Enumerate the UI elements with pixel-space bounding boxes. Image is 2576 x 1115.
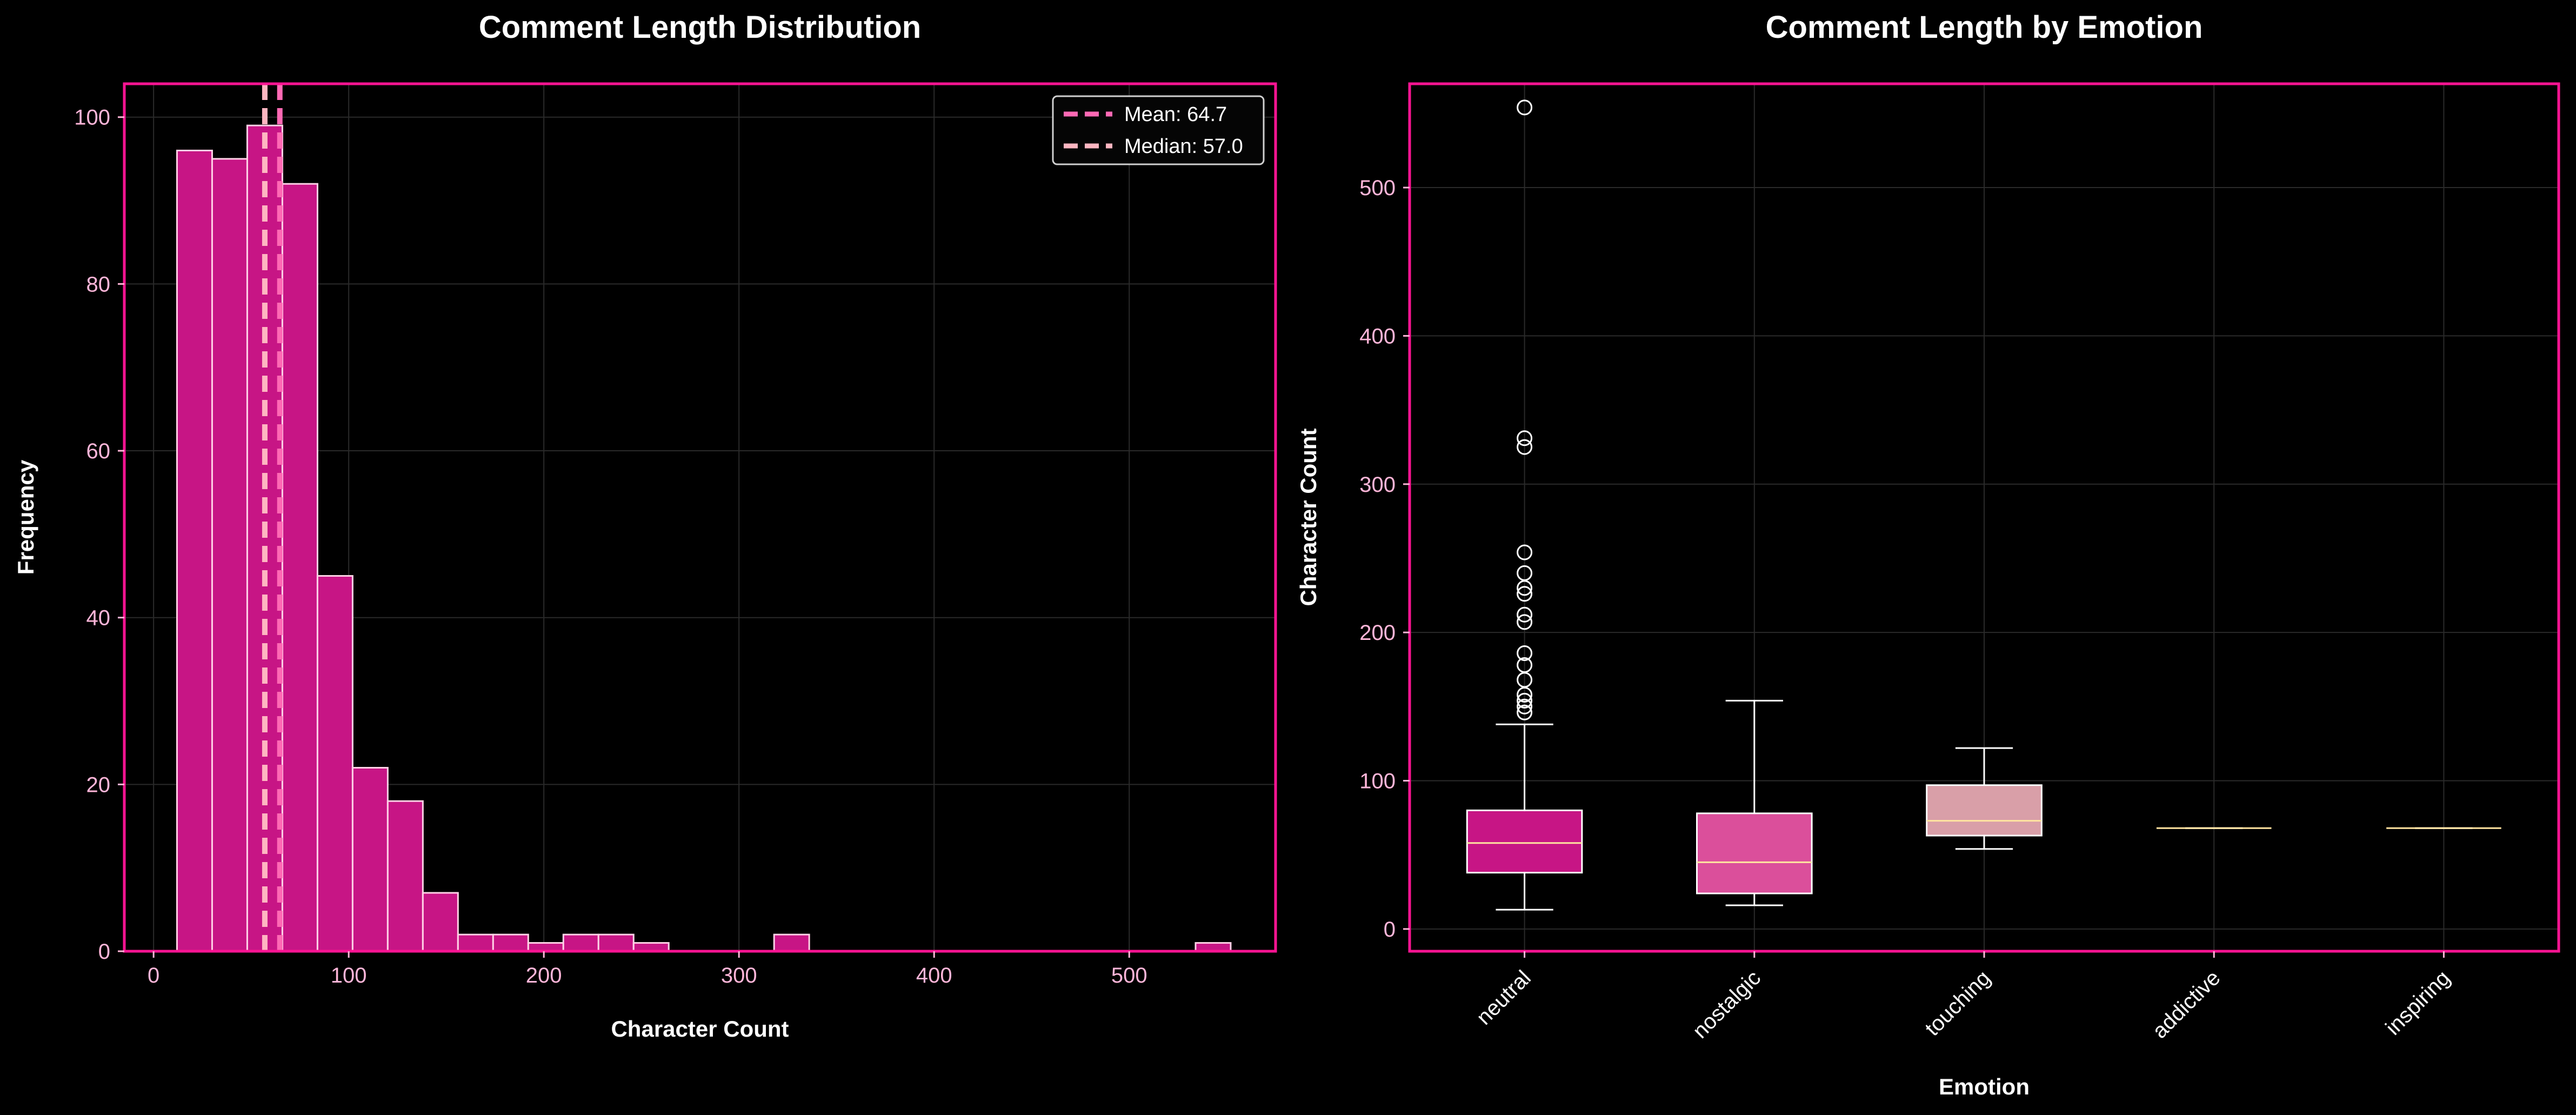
histogram-bar <box>457 933 494 952</box>
boxplot-y-tick-label: 200 <box>1359 621 1396 645</box>
histogram-bar <box>386 800 424 952</box>
histogram-y-tick-label: 40 <box>86 606 111 630</box>
boxplot-outlier-point <box>1517 692 1533 709</box>
histogram-plot-frame <box>123 82 1277 953</box>
boxplot-outlier-point <box>1517 614 1533 630</box>
boxplot-outlier-point <box>1517 565 1533 581</box>
boxplot-outlier-point <box>1517 698 1533 715</box>
boxplot-y-tick-label: 300 <box>1359 473 1396 497</box>
histogram-bar <box>351 766 389 952</box>
histogram-y-tick-label: 80 <box>86 272 111 296</box>
boxplot-box <box>1926 784 2043 837</box>
histogram-panel: Comment Length Distribution 0 100 200 300 40… <box>13 10 1277 1041</box>
histogram-bar <box>316 575 353 952</box>
boxplot-outlier-point <box>1517 439 1533 455</box>
histogram-bar <box>281 183 318 952</box>
histogram-y-tick-label: 100 <box>74 106 110 130</box>
histogram-x-tick-label: 500 <box>1111 964 1147 987</box>
histogram-y-tick-label: 20 <box>86 773 111 797</box>
boxplot-boxes <box>1466 99 2501 911</box>
histogram-x-ticks: 0 100 200 300 400 500 <box>148 951 1147 987</box>
boxplot-outlier-point <box>1517 544 1533 560</box>
boxplot-outlier-point <box>1517 99 1533 116</box>
histogram-bar <box>492 933 529 952</box>
histogram-x-tick-label: 400 <box>916 964 952 987</box>
boxplot-x-axis-label: Emotion <box>1939 1074 2030 1099</box>
histogram-bar <box>176 149 213 952</box>
histogram-title: Comment Length Distribution <box>479 10 921 45</box>
boxplot-y-tick-label: 0 <box>1384 918 1396 942</box>
histogram-bar <box>422 892 459 952</box>
histogram-x-tick-label: 300 <box>721 964 757 987</box>
histogram-y-tick-label: 60 <box>86 439 111 463</box>
histogram-bar <box>562 933 599 952</box>
boxplot-outlier-point <box>1517 606 1533 623</box>
legend-mean-label: Mean: 64.7 <box>1124 103 1227 126</box>
legend-box <box>1052 95 1265 165</box>
boxplot-outlier-point <box>1517 430 1533 446</box>
histogram-legend: Mean: 64.7 Median: 57.0 <box>1052 95 1265 165</box>
legend-median-label: Median: 57.0 <box>1124 135 1243 158</box>
histogram-x-axis-label: Character Count <box>611 1016 789 1041</box>
boxplot-y-tick-label: 400 <box>1359 324 1396 348</box>
histogram-bar <box>211 158 248 952</box>
histogram-x-tick-label: 100 <box>331 964 367 987</box>
boxplot-y-tick-label: 500 <box>1359 176 1396 200</box>
boxplot-outlier-point <box>1517 704 1533 720</box>
boxplot-box <box>1696 812 1813 894</box>
histogram-bar <box>773 933 810 952</box>
boxplot-y-ticks: 0 100 200 300 400 500 <box>1359 176 1410 942</box>
histogram-x-tick-label: 0 <box>148 964 159 987</box>
histogram-bars <box>176 124 1232 952</box>
boxplot-outlier-point <box>1517 586 1533 602</box>
boxplot-box <box>1466 809 1583 874</box>
boxplot-title: Comment Length by Emotion <box>1766 10 2203 45</box>
histogram-y-ticks: 0 20 40 60 80 100 <box>74 106 124 964</box>
boxplot-outlier-point <box>1517 657 1533 673</box>
boxplot-y-tick-label: 100 <box>1359 769 1396 793</box>
histogram-y-tick-label: 0 <box>98 940 110 964</box>
boxplot-y-axis-label: Character Count <box>1296 428 1321 606</box>
histogram-bar <box>597 933 635 952</box>
histogram-y-axis-label: Frequency <box>13 459 38 575</box>
histogram-x-tick-label: 200 <box>526 964 562 987</box>
boxplot-outlier-point <box>1517 645 1533 662</box>
